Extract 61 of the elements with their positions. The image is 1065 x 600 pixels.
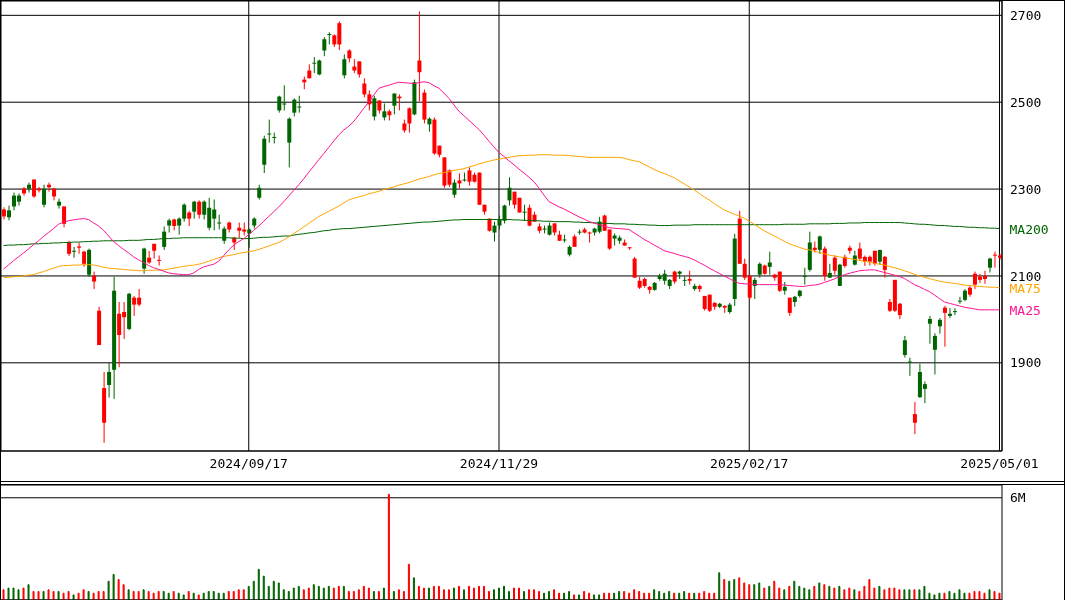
candlestick: [932, 332, 937, 376]
candlestick: [107, 362, 112, 399]
candlestick: [117, 301, 122, 368]
candlestick: [492, 221, 497, 243]
candlestick: [802, 267, 807, 286]
series-label: MA200: [1009, 221, 1049, 237]
candlestick: [912, 401, 917, 435]
y-tick-label: 1900: [1010, 355, 1042, 371]
candlestick: [587, 231, 592, 244]
candlestick: [287, 116, 292, 168]
candlestick: [292, 97, 297, 118]
series-label: MA25: [1009, 302, 1041, 318]
candlestick: [407, 106, 412, 134]
candlestick: [157, 255, 162, 267]
y-tick-label: 2500: [1010, 94, 1042, 110]
line-series: [3, 154, 1000, 289]
candlestick: [452, 179, 457, 199]
candlestick: [632, 256, 637, 279]
candlestick: [182, 202, 187, 223]
candlestick: [27, 182, 32, 194]
candlestick: [267, 119, 272, 144]
candlestick: [927, 315, 932, 345]
candlestick: [132, 295, 137, 317]
line-series: [3, 81, 1000, 311]
candlestick: [327, 31, 332, 45]
y-tick-label: 2700: [1010, 7, 1042, 23]
candlestick: [957, 296, 962, 305]
candlestick: [322, 36, 327, 57]
candlestick: [372, 95, 377, 121]
candlestick: [982, 270, 987, 285]
x-tick-label: 2024/09/17: [209, 456, 288, 472]
candlestick: [767, 251, 772, 276]
candlestick: [937, 317, 942, 335]
candlestick: [92, 271, 97, 290]
candlestick: [342, 53, 347, 79]
candlestick: [952, 307, 957, 316]
candlestick: [42, 184, 47, 208]
candlestick: [362, 77, 367, 98]
x-tick-label: 2024/11/29: [459, 456, 539, 472]
candlestick: [7, 205, 12, 221]
candlestick: [197, 199, 202, 220]
candlestick: [72, 246, 77, 259]
candlestick: [682, 275, 687, 287]
candlestick: [902, 335, 907, 359]
y-tick-label: 2300: [1010, 181, 1042, 197]
candlestick: [837, 263, 842, 287]
candlestick: [467, 166, 472, 187]
x-tick-label: 2025/05/01: [960, 456, 1039, 472]
candlestick: [417, 10, 422, 102]
y-tick-label: 6M: [1010, 490, 1026, 506]
candlestick: [507, 176, 512, 207]
candlestick: [577, 228, 582, 236]
candlestick: [312, 56, 317, 74]
candlestick: [942, 305, 947, 348]
candlestick: [992, 251, 997, 269]
candlestick: [142, 247, 147, 275]
x-tick-label: 2025/02/17: [710, 456, 789, 472]
candlestick: [77, 242, 82, 255]
candlestick: [57, 198, 62, 210]
candlestick: [832, 255, 837, 276]
candlestick: [907, 357, 912, 377]
